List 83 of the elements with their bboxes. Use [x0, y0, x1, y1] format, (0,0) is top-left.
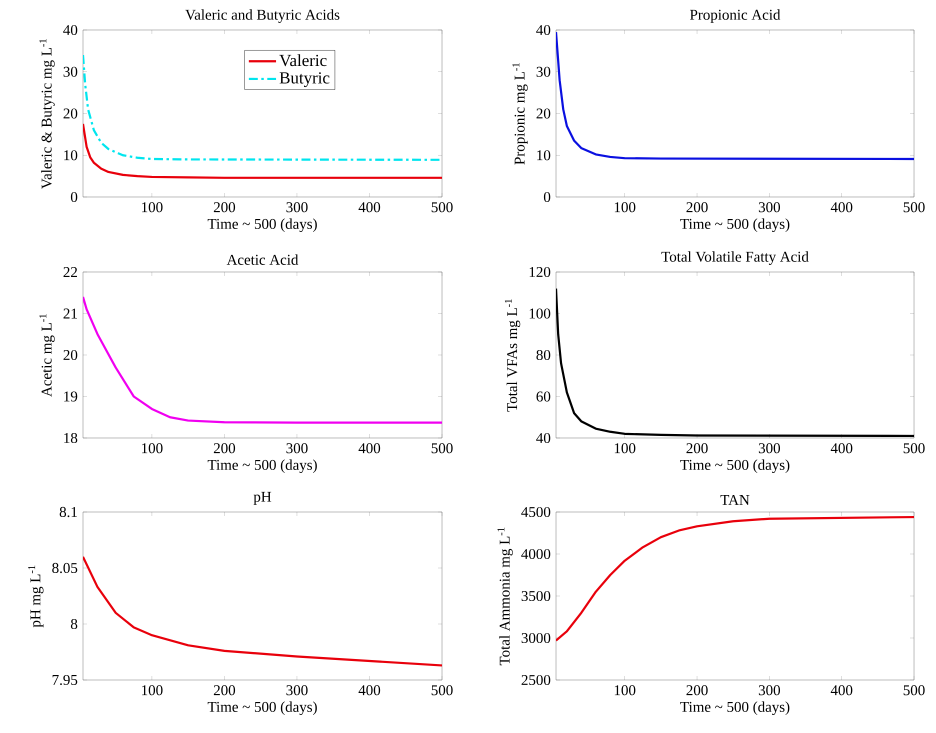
y-axis-title: Total VFAs mg L$^{-1}$ [504, 299, 520, 412]
y-tick-label: 120 [530, 266, 550, 278]
y-axis-title: Propionic mg L$^{-1}$ [512, 63, 528, 165]
y-tick-label: 3500 [522, 590, 550, 602]
y-tick-label: 10 [64, 150, 78, 160]
line-series [83, 296, 442, 424]
x-tick-label: 100 [614, 685, 636, 696]
x-tick-label: 100 [614, 443, 636, 454]
chart-title: Total Volatile Fatty Acid [661, 251, 809, 265]
y-axis-title: Valeric & Butyric mg L$^{-1}$ [39, 39, 55, 189]
x-tick-label: 300 [758, 202, 780, 212]
y-axis-title: Acetic mg L$^{-1}$ [39, 314, 55, 397]
x-axis-title: Time ~ 500 (days) [680, 701, 790, 716]
x-tick-label: 300 [286, 685, 308, 696]
line-series [556, 288, 914, 438]
y-tick-label: 40 [63, 24, 78, 36]
chart-title: Propionic Acid [690, 9, 780, 23]
y-tick-label: 40 [536, 24, 550, 36]
x-tick-label: 300 [286, 443, 308, 454]
y-tick-label: 22 [64, 267, 77, 277]
y-tick-label: 8.1 [60, 506, 77, 518]
legend-label: Butyric [280, 72, 330, 88]
y-axis-title: pH mg L$^{-1}$ [28, 566, 44, 628]
y-tick-label: 2500 [522, 674, 550, 686]
legend-label: Valeric [279, 54, 327, 66]
x-tick-label: 200 [214, 443, 236, 454]
x-tick-label: 100 [614, 202, 636, 212]
y-tick-label: 20 [64, 350, 78, 360]
x-tick-label: 100 [142, 443, 163, 454]
x-tick-label: 200 [214, 202, 236, 212]
x-tick-label: 300 [758, 443, 780, 454]
y-tick-label: 60 [536, 391, 550, 402]
x-tick-label: 200 [686, 685, 708, 696]
x-axis-title: Time ~ 500 (days) [208, 459, 317, 474]
y-tick-label: 0 [544, 192, 550, 202]
y-tick-label: 20 [64, 108, 78, 119]
chart-title: Acetic Acid [226, 254, 298, 265]
y-tick-label: 3000 [522, 632, 550, 644]
x-tick-label: 500 [432, 443, 453, 454]
y-tick-label: 20 [536, 108, 550, 119]
x-tick-label: 300 [286, 202, 308, 212]
x-tick-label: 400 [830, 443, 852, 454]
x-tick-label: 100 [142, 685, 163, 696]
x-axis-title: Time ~ 500 (days) [680, 459, 790, 474]
y-tick-label: 18 [64, 432, 78, 444]
y-tick-label: 19 [64, 391, 78, 402]
chart-title: Valeric and Butyric Acids [185, 9, 340, 23]
x-tick-label: 200 [686, 202, 708, 212]
x-tick-label: 500 [432, 202, 453, 212]
y-tick-label: 30 [536, 66, 550, 77]
y-tick-label: 8.05 [52, 562, 78, 574]
x-tick-label: 100 [142, 202, 163, 212]
x-tick-label: 400 [358, 443, 380, 454]
x-tick-label: 500 [904, 685, 925, 696]
chart-title: pH [254, 492, 272, 505]
x-tick-label: 400 [830, 685, 852, 696]
line-series [83, 54, 442, 161]
y-tick-label: 21 [64, 308, 77, 318]
x-tick-label: 200 [686, 443, 708, 454]
x-tick-label: 400 [358, 202, 380, 212]
y-tick-label: 100 [530, 308, 550, 319]
x-axis-title: Time ~ 500 (days) [208, 701, 317, 716]
y-tick-label: 4500 [521, 506, 550, 518]
x-tick-label: 500 [432, 685, 453, 696]
x-tick-label: 500 [904, 202, 925, 212]
line-series [556, 30, 914, 160]
x-axis-title: Time ~ 500 (days) [680, 218, 790, 232]
x-tick-label: 500 [904, 443, 925, 454]
y-tick-label: 30 [64, 66, 78, 77]
y-tick-label: 4000 [521, 548, 550, 560]
x-tick-label: 400 [830, 202, 852, 212]
chart-title: TAN [720, 494, 750, 505]
y-tick-label: 80 [536, 350, 550, 360]
y-tick-label: 8 [70, 618, 78, 630]
x-tick-label: 200 [214, 685, 236, 696]
y-tick-label: 7.95 [52, 674, 78, 686]
y-tick-label: 0 [70, 192, 78, 202]
x-tick-label: 400 [358, 685, 380, 696]
y-tick-label: 10 [537, 150, 550, 160]
x-axis-title: Time ~ 500 (days) [208, 218, 317, 232]
y-axis-title: Total Ammonia mg L$^{-1}$ [497, 528, 513, 666]
y-tick-label: 40 [536, 432, 550, 444]
x-tick-label: 300 [758, 685, 780, 696]
